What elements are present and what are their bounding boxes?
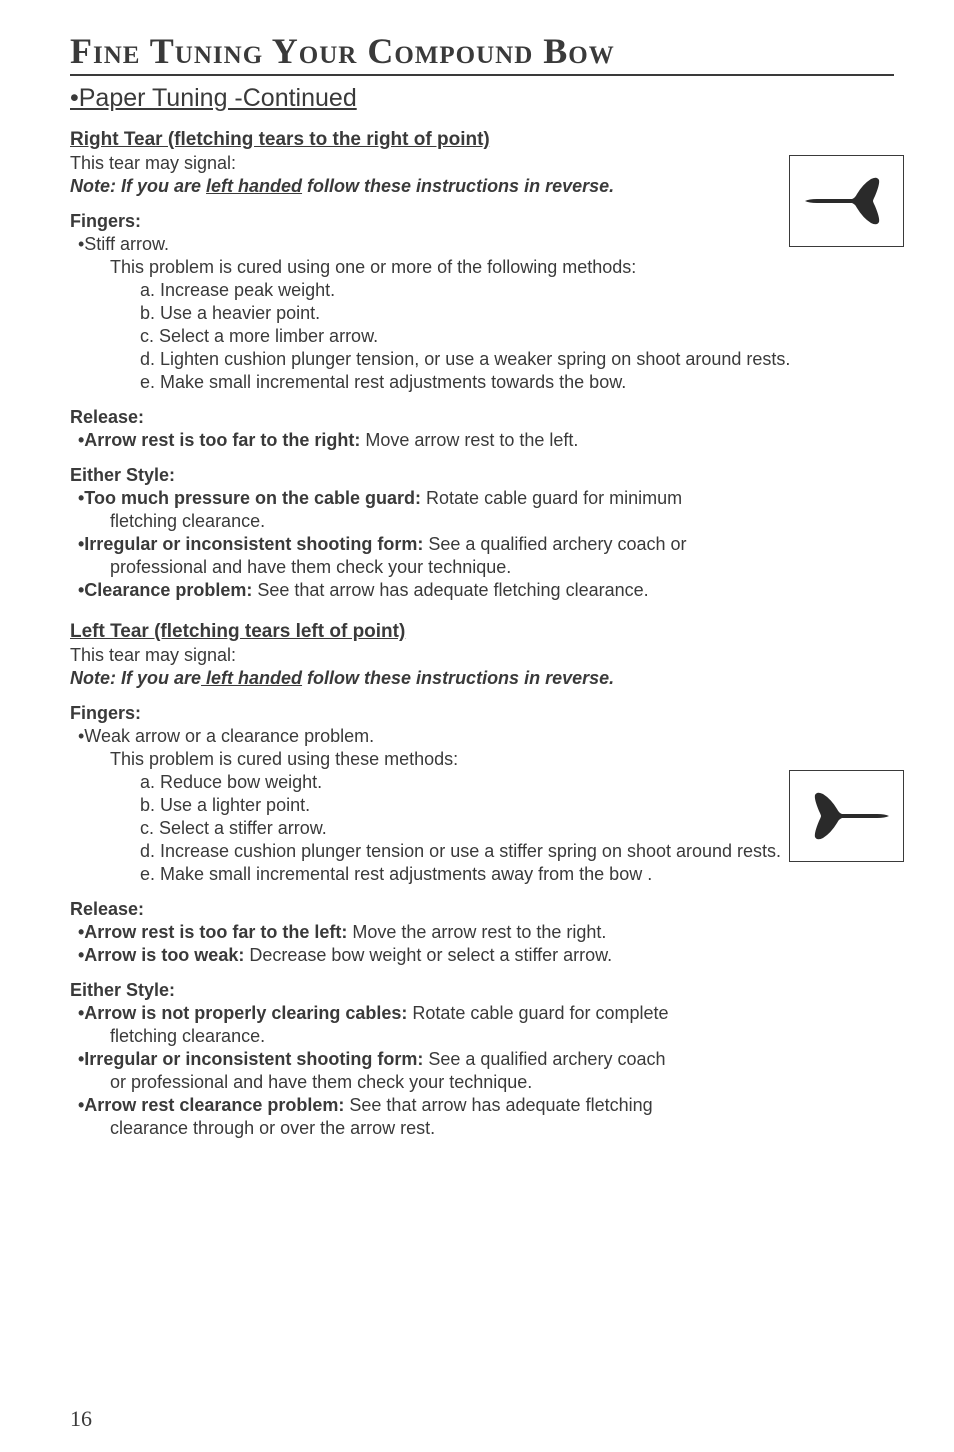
either-1t: Rotate cable guard for minimum — [426, 488, 682, 508]
either-2t: See a qualified archery coach or — [428, 534, 686, 554]
fingers-label: Fingers: — [70, 211, 894, 232]
fingers-cure: This problem is cured using one or more … — [70, 257, 894, 278]
right-tear-icon — [797, 166, 897, 236]
release-1t: Move the arrow rest to the right. — [352, 922, 606, 942]
either-label: Either Style: — [70, 465, 894, 486]
note-suffix: follow these instructions in reverse. — [302, 176, 614, 196]
fingers-b2: b. Use a lighter point. — [70, 795, 894, 816]
either-2t2: professional and have them check your te… — [70, 557, 894, 578]
release-line2b: •Arrow is too weak: Decrease bow weight … — [70, 945, 894, 966]
either-1: •Too much pressure on the cable guard: R… — [70, 488, 894, 509]
right-tear-heading: Right Tear (fletching tears to the right… — [70, 129, 894, 151]
either2-3t: See that arrow has adequate fletching — [349, 1095, 652, 1115]
fingers-a2: a. Reduce bow weight. — [70, 772, 894, 793]
note-prefix: Note: If you are — [70, 176, 206, 196]
left-tear-note: Note: If you are left handed follow thes… — [70, 668, 894, 689]
either2-1: •Arrow is not properly clearing cables: … — [70, 1003, 894, 1024]
release-text: Move arrow rest to the left. — [365, 430, 578, 450]
right-tear-signal: This tear may signal: — [70, 153, 894, 174]
fingers-e2: e. Make small incremental rest adjustmen… — [70, 864, 894, 885]
release-2t: Decrease bow weight or select a stiffer … — [249, 945, 612, 965]
either2-2t: See a qualified archery coach — [428, 1049, 665, 1069]
page-title: Fine Tuning Your Compound Bow — [70, 30, 894, 76]
note-underline: left handed — [206, 176, 302, 196]
note-prefix2: Note: If you are — [70, 668, 201, 688]
either2-1b: •Arrow is not properly clearing cables: — [78, 1003, 412, 1023]
release-line2a: •Arrow rest is too far to the left: Move… — [70, 922, 894, 943]
fingers-d: d. Lighten cushion plunger tension, or u… — [70, 349, 894, 370]
note-underline2: left handed — [201, 668, 302, 688]
either-2: •Irregular or inconsistent shooting form… — [70, 534, 894, 555]
page: Fine Tuning Your Compound Bow •Paper Tun… — [0, 0, 954, 1452]
either2-3b: •Arrow rest clearance problem: — [78, 1095, 349, 1115]
left-tear-figure — [789, 770, 904, 862]
either2-1t2: fletching clearance. — [70, 1026, 894, 1047]
either2-3: •Arrow rest clearance problem: See that … — [70, 1095, 894, 1116]
release-label: Release: — [70, 407, 894, 428]
either2-2b: •Irregular or inconsistent shooting form… — [78, 1049, 428, 1069]
either-label2: Either Style: — [70, 980, 894, 1001]
either-1b: •Too much pressure on the cable guard: — [78, 488, 426, 508]
either-3b: •Clearance problem: — [78, 580, 257, 600]
either-3t: See that arrow has adequate fletching cl… — [257, 580, 648, 600]
fingers-d2: d. Increase cushion plunger tension or u… — [70, 841, 894, 862]
release-bold: •Arrow rest is too far to the right: — [78, 430, 365, 450]
fingers-bullet: •Stiff arrow. — [70, 234, 894, 255]
fingers-cure2: This problem is cured using these method… — [70, 749, 894, 770]
fingers-c: c. Select a more limber arrow. — [70, 326, 894, 347]
page-subtitle: •Paper Tuning -Continued — [70, 84, 894, 113]
either2-2: •Irregular or inconsistent shooting form… — [70, 1049, 894, 1070]
release-line: •Arrow rest is too far to the right: Mov… — [70, 430, 894, 451]
note-suffix2: follow these instructions in reverse. — [302, 668, 614, 688]
fingers-label2: Fingers: — [70, 703, 894, 724]
either-3: •Clearance problem: See that arrow has a… — [70, 580, 894, 601]
release-2b: •Arrow is too weak: — [78, 945, 249, 965]
fingers-e: e. Make small incremental rest adjustmen… — [70, 372, 894, 393]
fingers-b: b. Use a heavier point. — [70, 303, 894, 324]
either-1t2: fletching clearance. — [70, 511, 894, 532]
fingers-a: a. Increase peak weight. — [70, 280, 894, 301]
right-tear-figure — [789, 155, 904, 247]
right-tear-note: Note: If you are left handed follow thes… — [70, 176, 894, 197]
left-tear-icon — [797, 781, 897, 851]
left-tear-signal: This tear may signal: — [70, 645, 894, 666]
fingers-bullet2: •Weak arrow or a clearance problem. — [70, 726, 894, 747]
left-tear-heading: Left Tear (fletching tears left of point… — [70, 621, 894, 643]
either2-3t2: clearance through or over the arrow rest… — [70, 1118, 894, 1139]
release-1b: •Arrow rest is too far to the left: — [78, 922, 352, 942]
page-number: 16 — [70, 1406, 92, 1432]
fingers-c2: c. Select a stiffer arrow. — [70, 818, 894, 839]
either2-2t2: or professional and have them check your… — [70, 1072, 894, 1093]
either2-1t: Rotate cable guard for complete — [412, 1003, 668, 1023]
either-2b: •Irregular or inconsistent shooting form… — [78, 534, 428, 554]
release-label2: Release: — [70, 899, 894, 920]
